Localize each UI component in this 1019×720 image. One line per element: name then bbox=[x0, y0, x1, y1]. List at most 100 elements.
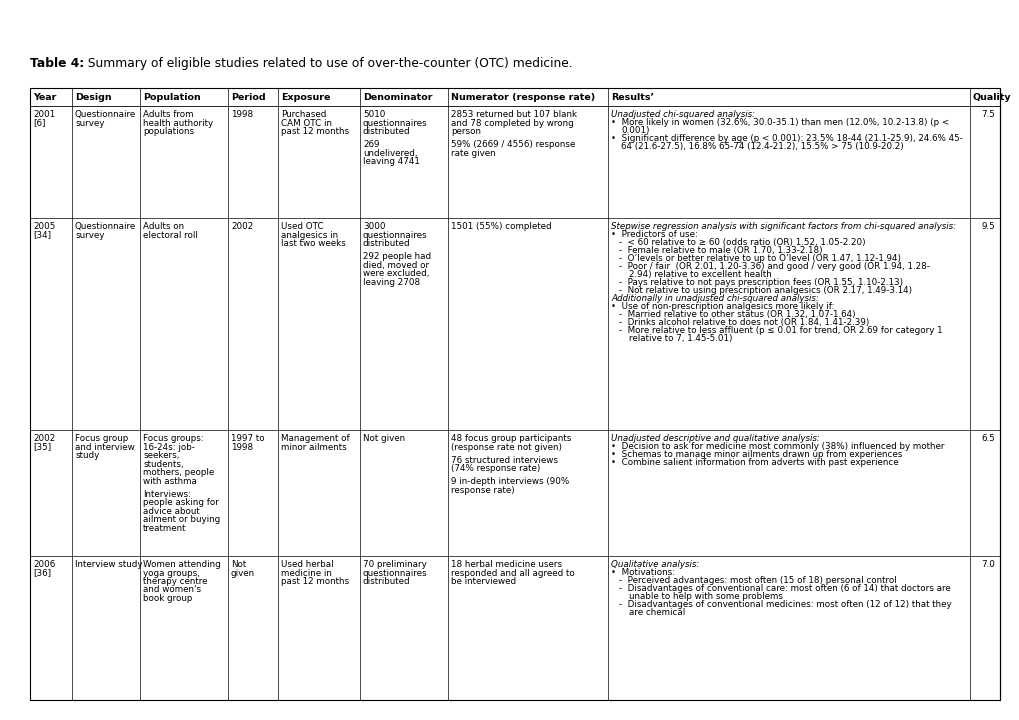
Text: electoral roll: electoral roll bbox=[143, 230, 198, 240]
Text: Exposure: Exposure bbox=[280, 92, 330, 102]
Text: past 12 months: past 12 months bbox=[280, 577, 348, 586]
Text: •  Combine salient information from adverts with past experience: • Combine salient information from adver… bbox=[610, 458, 898, 467]
Text: advice about: advice about bbox=[143, 507, 200, 516]
Text: 70 preliminary: 70 preliminary bbox=[363, 560, 426, 569]
Text: died, moved or: died, moved or bbox=[363, 261, 429, 270]
Text: 64 (21.6-27.5), 16.8% 65-74 (12.4-21.2), 15.5% > 75 (10.9-20.2): 64 (21.6-27.5), 16.8% 65-74 (12.4-21.2),… bbox=[621, 142, 903, 151]
Text: Population: Population bbox=[143, 92, 201, 102]
Text: survey: survey bbox=[75, 230, 104, 240]
Text: -  More relative to less affluent (p ≤ 0.01 for trend, OR 2.69 for category 1: - More relative to less affluent (p ≤ 0.… bbox=[619, 326, 942, 335]
Text: distributed: distributed bbox=[363, 577, 411, 586]
Text: •  Predictors of use:: • Predictors of use: bbox=[610, 230, 697, 239]
Text: [34]: [34] bbox=[33, 230, 51, 240]
Text: unable to help with some problems: unable to help with some problems bbox=[629, 592, 783, 601]
Text: -  Disadvantages of conventional medicines: most often (12 of 12) that they: - Disadvantages of conventional medicine… bbox=[619, 600, 951, 609]
Text: 2001: 2001 bbox=[33, 110, 55, 119]
Text: were excluded,: were excluded, bbox=[363, 269, 429, 278]
Text: -  Married relative to other status (OR 1.32, 1.07-1.64): - Married relative to other status (OR 1… bbox=[619, 310, 855, 319]
Text: Year: Year bbox=[33, 92, 56, 102]
Text: Design: Design bbox=[75, 92, 111, 102]
Text: given: given bbox=[230, 569, 255, 577]
Text: 7.5: 7.5 bbox=[980, 110, 994, 119]
Text: •  Use of non-prescription analgesics more likely if:: • Use of non-prescription analgesics mor… bbox=[610, 302, 834, 311]
Text: -  Not relative to using prescription analgesics (OR 2.17, 1.49-3.14): - Not relative to using prescription ana… bbox=[619, 286, 911, 295]
Text: -  < 60 relative to ≥ 60 (odds ratio (OR) 1.52, 1.05-2.20): - < 60 relative to ≥ 60 (odds ratio (OR)… bbox=[619, 238, 865, 247]
Text: Used herbal: Used herbal bbox=[280, 560, 333, 569]
Text: Interview study: Interview study bbox=[75, 560, 143, 569]
Text: [6]: [6] bbox=[33, 119, 46, 127]
Text: rate given: rate given bbox=[450, 148, 495, 158]
Text: -  O’levels or better relative to up to O’level (OR 1.47, 1.12-1.94): - O’levels or better relative to up to O… bbox=[619, 254, 900, 263]
Text: Not: Not bbox=[230, 560, 246, 569]
Text: Table 4:: Table 4: bbox=[30, 57, 85, 70]
Text: Denominator: Denominator bbox=[363, 92, 432, 102]
Text: questionnaires: questionnaires bbox=[363, 569, 427, 577]
Text: [36]: [36] bbox=[33, 569, 51, 577]
Text: minor ailments: minor ailments bbox=[280, 443, 346, 451]
Text: 1501 (55%) completed: 1501 (55%) completed bbox=[450, 222, 551, 231]
Text: •  Schemas to manage minor ailments drawn up from experiences: • Schemas to manage minor ailments drawn… bbox=[610, 450, 902, 459]
Text: person: person bbox=[450, 127, 481, 136]
Text: yoga groups,: yoga groups, bbox=[143, 569, 200, 577]
Text: 2002: 2002 bbox=[33, 434, 55, 443]
Text: Focus group: Focus group bbox=[75, 434, 128, 443]
Text: Qualitative analysis:: Qualitative analysis: bbox=[610, 560, 699, 569]
Text: Results’: Results’ bbox=[610, 92, 653, 102]
Text: 1998: 1998 bbox=[230, 443, 253, 451]
Text: 76 structured interviews: 76 structured interviews bbox=[450, 456, 557, 464]
Text: and interview: and interview bbox=[75, 443, 135, 451]
Text: 5010: 5010 bbox=[363, 110, 385, 119]
Text: distributed: distributed bbox=[363, 127, 411, 136]
Text: leaving 4741: leaving 4741 bbox=[363, 157, 420, 166]
Text: -  Perceived advantages: most often (15 of 18) personal control: - Perceived advantages: most often (15 o… bbox=[619, 576, 896, 585]
Text: Stepwise regression analysis with significant factors from chi-squared analysis:: Stepwise regression analysis with signif… bbox=[610, 222, 955, 231]
Text: -  Disadvantages of conventional care: most often (6 of 14) that doctors are: - Disadvantages of conventional care: mo… bbox=[619, 584, 950, 593]
Text: last two weeks: last two weeks bbox=[280, 239, 345, 248]
Text: 2.94) relative to excellent health: 2.94) relative to excellent health bbox=[629, 270, 771, 279]
Text: therapy centre: therapy centre bbox=[143, 577, 207, 586]
Text: with asthma: with asthma bbox=[143, 477, 197, 485]
Text: questionnaires: questionnaires bbox=[363, 230, 427, 240]
Text: •  More likely in women (32.6%, 30.0-35.1) than men (12.0%, 10.2-13.8) (p <: • More likely in women (32.6%, 30.0-35.1… bbox=[610, 118, 949, 127]
Text: Adults on: Adults on bbox=[143, 222, 184, 231]
Text: survey: survey bbox=[75, 119, 104, 127]
Text: Focus groups:: Focus groups: bbox=[143, 434, 204, 443]
Text: 2005: 2005 bbox=[33, 222, 55, 231]
Text: [35]: [35] bbox=[33, 443, 51, 451]
Text: students,: students, bbox=[143, 459, 183, 469]
Text: 1997 to: 1997 to bbox=[230, 434, 264, 443]
Text: Management of: Management of bbox=[280, 434, 350, 443]
Text: CAM OTC in: CAM OTC in bbox=[280, 119, 331, 127]
Text: past 12 months: past 12 months bbox=[280, 127, 348, 136]
Text: health authority: health authority bbox=[143, 119, 213, 127]
Text: (response rate not given): (response rate not given) bbox=[450, 443, 561, 451]
Text: book group: book group bbox=[143, 594, 193, 603]
Text: populations: populations bbox=[143, 127, 194, 136]
Text: mothers, people: mothers, people bbox=[143, 468, 214, 477]
Text: 2006: 2006 bbox=[33, 560, 55, 569]
Text: distributed: distributed bbox=[363, 239, 411, 248]
Text: questionnaires: questionnaires bbox=[363, 119, 427, 127]
Text: 2853 returned but 107 blank: 2853 returned but 107 blank bbox=[450, 110, 577, 119]
Text: be interviewed: be interviewed bbox=[450, 577, 516, 586]
Text: medicine in: medicine in bbox=[280, 569, 331, 577]
Text: 1998: 1998 bbox=[230, 110, 253, 119]
Text: Questionnaire: Questionnaire bbox=[75, 222, 137, 231]
Text: 269: 269 bbox=[363, 140, 379, 149]
Text: relative to 7, 1.45-5.01): relative to 7, 1.45-5.01) bbox=[629, 334, 732, 343]
Text: and women's: and women's bbox=[143, 585, 201, 595]
Text: 59% (2669 / 4556) response: 59% (2669 / 4556) response bbox=[450, 140, 575, 149]
Text: Summary of eligible studies related to use of over-the-counter (OTC) medicine.: Summary of eligible studies related to u… bbox=[84, 57, 572, 70]
Text: analgesics in: analgesics in bbox=[280, 230, 337, 240]
Bar bbox=[30, 88, 999, 700]
Text: -  Pays relative to not pays prescription fees (OR 1.55, 1.10-2.13): - Pays relative to not pays prescription… bbox=[619, 278, 902, 287]
Text: Used OTC: Used OTC bbox=[280, 222, 323, 231]
Text: leaving 2708: leaving 2708 bbox=[363, 278, 420, 287]
Text: Unadjusted chi-squared analysis:: Unadjusted chi-squared analysis: bbox=[610, 110, 754, 119]
Text: people asking for: people asking for bbox=[143, 498, 219, 507]
Text: Interviews:: Interviews: bbox=[143, 490, 191, 499]
Text: •  Motivations:: • Motivations: bbox=[610, 568, 675, 577]
Text: 6.5: 6.5 bbox=[980, 434, 994, 443]
Text: Questionnaire: Questionnaire bbox=[75, 110, 137, 119]
Text: Quality: Quality bbox=[972, 92, 1011, 102]
